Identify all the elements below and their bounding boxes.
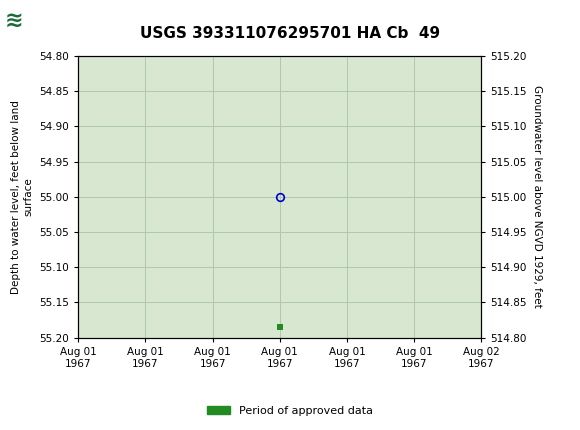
FancyBboxPatch shape bbox=[3, 2, 55, 39]
Text: USGS: USGS bbox=[61, 10, 125, 31]
Y-axis label: Groundwater level above NGVD 1929, feet: Groundwater level above NGVD 1929, feet bbox=[532, 85, 542, 308]
Legend: Period of approved data: Period of approved data bbox=[203, 401, 377, 420]
Text: USGS 393311076295701 HA Cb  49: USGS 393311076295701 HA Cb 49 bbox=[140, 26, 440, 41]
Y-axis label: Depth to water level, feet below land
surface: Depth to water level, feet below land su… bbox=[10, 100, 34, 294]
Text: ≋: ≋ bbox=[5, 10, 23, 31]
